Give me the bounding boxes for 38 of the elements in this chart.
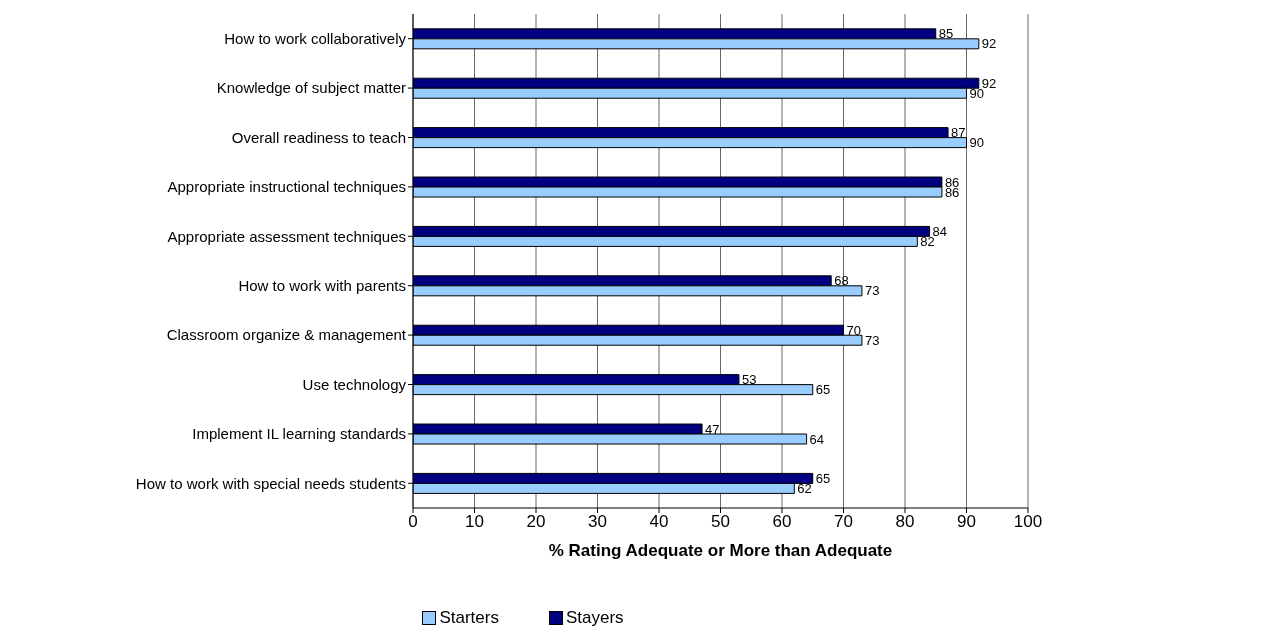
y-tick-label: How to work collaboratively <box>224 30 407 48</box>
data-label: 65 <box>815 382 831 398</box>
data-label: 90 <box>969 85 984 101</box>
x-tick-label: 10 <box>465 512 484 532</box>
data-label: 53 <box>741 372 757 388</box>
y-tick-label: Classroom organize & management <box>166 326 407 344</box>
x-tick-label: 100 <box>1013 512 1043 532</box>
x-axis-title: % Rating Adequate or More than Adequate <box>548 541 893 560</box>
x-tick-label: 0 <box>408 512 418 532</box>
data-label: 90 <box>969 135 984 151</box>
data-label: 64 <box>809 431 825 447</box>
x-tick-label: 60 <box>772 512 792 532</box>
data-label: 65 <box>815 471 831 487</box>
y-tick-label: Appropriate assessment techniques <box>167 227 406 245</box>
data-label: 85 <box>938 26 954 42</box>
y-tick-label: Appropriate instructional techniques <box>167 178 406 196</box>
data-label: 70 <box>846 322 861 338</box>
x-tick-label: 70 <box>834 512 853 532</box>
x-tick-label: 40 <box>649 512 669 532</box>
x-tick-label: 30 <box>588 512 607 532</box>
y-tick-label: Use technology <box>302 375 407 393</box>
data-label: 92 <box>981 36 997 52</box>
y-tick-label: How to work with parents <box>238 277 406 295</box>
y-tick-label: Knowledge of subject matter <box>216 79 406 97</box>
data-label: 62 <box>797 481 812 497</box>
x-tick-label: 90 <box>957 512 976 532</box>
x-tick-label: 50 <box>711 512 730 532</box>
y-tick-label: How to work with special needs students <box>135 474 406 492</box>
y-tick-label: Implement IL learning standards <box>192 425 406 443</box>
data-label: 73 <box>864 283 880 299</box>
legend-label: Stayers <box>565 608 624 628</box>
x-tick-label: 20 <box>526 512 546 532</box>
x-tick-label: 80 <box>895 512 915 532</box>
legend-label: Starters <box>439 608 499 628</box>
data-label: 73 <box>864 332 880 348</box>
data-label: 87 <box>951 125 966 141</box>
y-tick-label: Overall readiness to teach <box>231 128 406 146</box>
data-label: 47 <box>705 421 720 437</box>
